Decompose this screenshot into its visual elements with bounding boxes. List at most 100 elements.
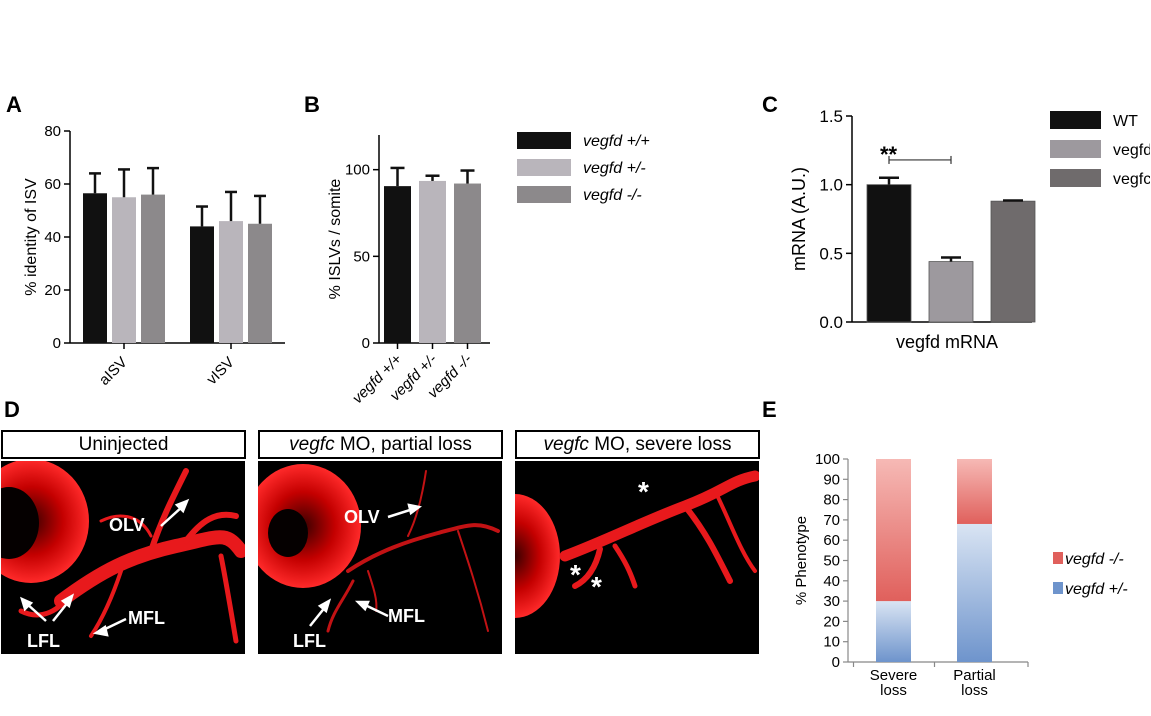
micrograph-severe-loss: * * *	[515, 461, 759, 654]
y-tick-label: 40	[44, 229, 61, 246]
bar	[384, 186, 411, 343]
y-tick-label: 1.5	[819, 107, 843, 126]
lens-shape	[1, 487, 39, 559]
legend-swatch	[1050, 111, 1101, 129]
legend-swatch	[1050, 140, 1101, 158]
vessels	[326, 470, 500, 633]
panel-label-e: E	[762, 397, 777, 422]
y-axis-label: % identity of ISV	[23, 178, 40, 296]
bar-segment	[876, 601, 911, 662]
y-tick-label: 100	[815, 451, 840, 468]
y-tick-label: 10	[823, 634, 840, 651]
y-tick-label: 0.0	[819, 313, 843, 332]
significance-label: **	[880, 142, 898, 167]
bar	[141, 194, 165, 343]
title-severe-rest: MO, severe loss	[588, 434, 732, 455]
legend-swatch	[517, 186, 571, 203]
bar	[112, 197, 136, 343]
y-tick-label: 0	[832, 654, 840, 671]
bar-segment	[957, 523, 992, 662]
label-lfl: LFL	[27, 631, 60, 651]
label-olv: OLV	[344, 507, 380, 527]
label-mfl: MFL	[388, 606, 425, 626]
lens-shape	[268, 509, 308, 557]
chart-b: 0 50 100% ISLVs / somite vegfd +/+ vegfd +/-…	[327, 132, 650, 407]
eye-shape	[515, 494, 560, 618]
asterisk-3: *	[591, 571, 602, 602]
bar	[419, 180, 446, 343]
bar	[248, 223, 272, 343]
x-axis-label: vegfd mRNA	[896, 332, 998, 352]
chart-a: 0 20 40 60 80 % identity of ISV aISV vISV	[23, 123, 285, 389]
title-severe-gene: vegfc	[543, 434, 589, 455]
y-tick-label: 90	[823, 471, 840, 488]
micrograph-uninjected: OLV MFL LFL	[1, 461, 245, 654]
legend-swatch	[1050, 169, 1101, 187]
legend-label: vegfd +/-	[583, 160, 646, 177]
bar	[219, 221, 243, 343]
vessels	[559, 470, 759, 589]
label-olv: OLV	[109, 515, 145, 535]
y-tick-label: 0	[362, 335, 370, 352]
panel-label-c: C	[762, 92, 778, 117]
y-tick-label: 20	[44, 282, 61, 299]
y-tick-label: 60	[823, 532, 840, 549]
label-mfl: MFL	[128, 608, 165, 628]
y-tick-label: 60	[44, 176, 61, 193]
bar	[454, 183, 481, 343]
legend-label: vegfd -/-	[583, 187, 642, 204]
x-tick-label: loss	[961, 682, 988, 699]
y-tick-label: 80	[44, 123, 61, 140]
x-tick-label: loss	[880, 682, 907, 699]
legend-label: WT	[1113, 113, 1138, 130]
legend-label: vegfd -/-	[1065, 551, 1124, 568]
legend-swatch	[1053, 582, 1063, 594]
y-tick-label: 1.0	[819, 176, 843, 195]
bar	[866, 184, 912, 323]
bar	[83, 193, 107, 343]
legend-label: vegfd -/-	[1113, 142, 1150, 159]
title-uninjected: Uninjected	[1, 430, 246, 459]
y-tick-label: 80	[823, 492, 840, 509]
arrows	[309, 503, 422, 627]
title-partial-gene: vegfc	[289, 434, 335, 455]
bar-segment	[957, 459, 992, 524]
y-tick-label: 40	[823, 573, 840, 590]
y-tick-label: 100	[345, 162, 370, 179]
chart-c: 0.0 0.5 1.0 1.5 mRNA (A.U.) vegfd mRNA ** WT veg…	[789, 107, 1150, 352]
y-tick-label: 0.5	[819, 244, 843, 263]
y-tick-label: 0	[53, 335, 61, 352]
x-tick-label: aISV	[96, 354, 131, 389]
y-tick-label: 50	[823, 553, 840, 570]
title-partial-loss: vegfc MO, partial loss	[258, 430, 503, 459]
label-lfl: LFL	[293, 631, 326, 651]
legend-label: vegfd +/+	[583, 133, 650, 150]
y-tick-label: 30	[823, 593, 840, 610]
bar-segment	[876, 459, 911, 602]
legend-swatch	[1053, 552, 1063, 564]
legend-swatch	[517, 159, 571, 176]
title-uninjected-text: Uninjected	[78, 434, 169, 455]
legend-label: vegfc -/-	[1113, 171, 1150, 188]
asterisk-1: *	[638, 476, 649, 507]
micrograph-partial-loss: OLV MFL LFL	[258, 461, 502, 654]
arrows	[20, 498, 190, 637]
panel-label-a: A	[6, 92, 22, 117]
panel-label-b: B	[304, 92, 320, 117]
title-severe-loss: vegfc MO, severe loss	[515, 430, 760, 459]
x-tick-label: vISV	[203, 354, 237, 388]
vessels	[18, 468, 245, 644]
y-tick-label: 50	[353, 248, 370, 265]
bar	[190, 226, 214, 343]
legend-swatch	[517, 132, 571, 149]
title-partial-rest: MO, partial loss	[334, 434, 472, 455]
bar	[928, 261, 974, 323]
eye-shape	[258, 464, 361, 588]
x-tick-label: Severe	[870, 667, 918, 684]
y-axis-label: % Phenotype	[793, 516, 810, 605]
asterisk-2: *	[570, 559, 581, 590]
y-axis-label: mRNA (A.U.)	[789, 167, 809, 271]
x-tick-label: Partial	[953, 667, 996, 684]
y-axis-label: % ISLVs / somite	[327, 179, 344, 300]
